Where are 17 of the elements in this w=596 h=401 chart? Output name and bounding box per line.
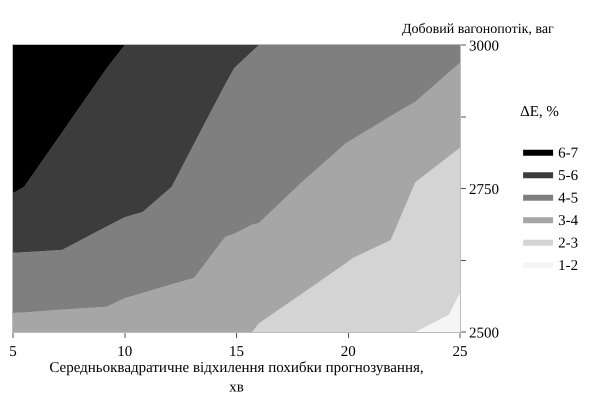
x-axis-title: Середньоквадратичне відхилення похибки прогнозування, хв [49, 360, 424, 396]
x-tick-label: 15 [229, 344, 244, 360]
legend-label: 4-5 [558, 190, 578, 207]
x-tick-label: 20 [340, 344, 356, 360]
legend-label: 1-2 [558, 258, 578, 274]
x-tick-label: 5 [9, 344, 17, 360]
legend-label: 5-6 [558, 168, 579, 184]
y-axis-title: Добовий вагонопотік, ваг [402, 22, 554, 37]
y-tick-label: 3000 [469, 38, 499, 54]
legend-label: 3-4 [558, 213, 579, 230]
legend-title: ΔE, % [520, 104, 559, 120]
legend-label: 6-7 [558, 146, 579, 162]
y-tick-label: 2750 [469, 182, 499, 198]
x-tick-label: 10 [117, 344, 132, 360]
legend-label: 2-3 [558, 236, 578, 252]
x-tick-label: 25 [452, 344, 468, 360]
y-tick-label: 2500 [469, 325, 499, 342]
